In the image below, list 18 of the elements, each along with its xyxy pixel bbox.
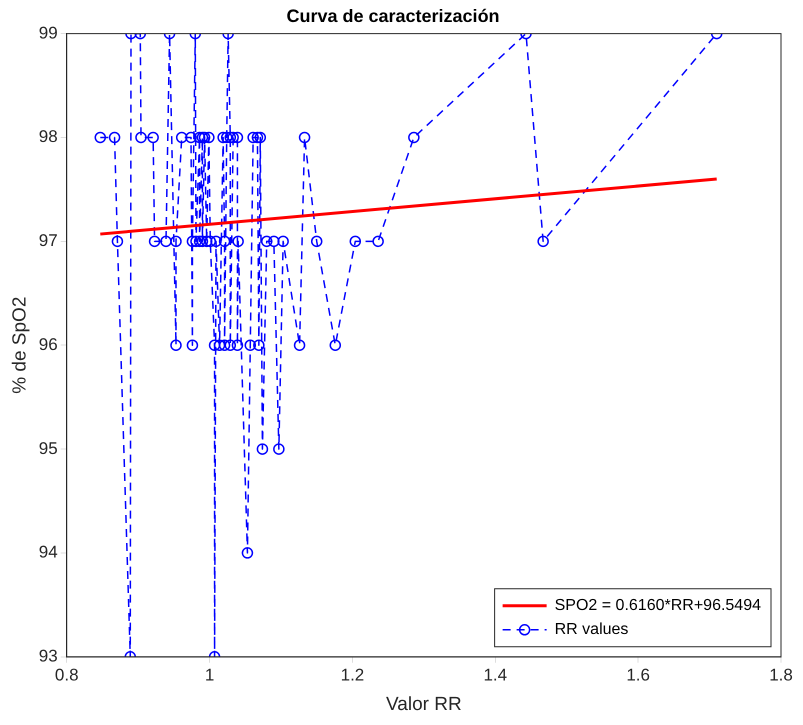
- y-tick-label: 98: [38, 127, 58, 146]
- y-tick-label: 97: [38, 231, 58, 250]
- x-tick-label: 1.6: [626, 666, 650, 685]
- y-tick-label: 93: [38, 646, 58, 666]
- y-tick-label: 95: [38, 438, 58, 458]
- x-tick-label: 0.8: [54, 666, 79, 685]
- x-tick-label: 1: [204, 666, 214, 685]
- x-tick-label: 1.2: [340, 666, 364, 685]
- x-tick-label: 1.4: [483, 666, 508, 685]
- x-tick-label: 1.8: [769, 666, 793, 685]
- y-tick-label: 96: [38, 334, 58, 354]
- y-tick-label: 99: [38, 23, 58, 42]
- x-axis-title: Valor RR: [386, 694, 462, 715]
- chart-title: Curva de caracterización: [286, 6, 500, 26]
- legend-label: RR values: [554, 621, 628, 638]
- y-tick-label: 94: [38, 542, 58, 562]
- y-axis-title: % de SpO2: [10, 296, 31, 394]
- legend-label: SPO2 = 0.6160*RR+96.5494: [554, 597, 762, 614]
